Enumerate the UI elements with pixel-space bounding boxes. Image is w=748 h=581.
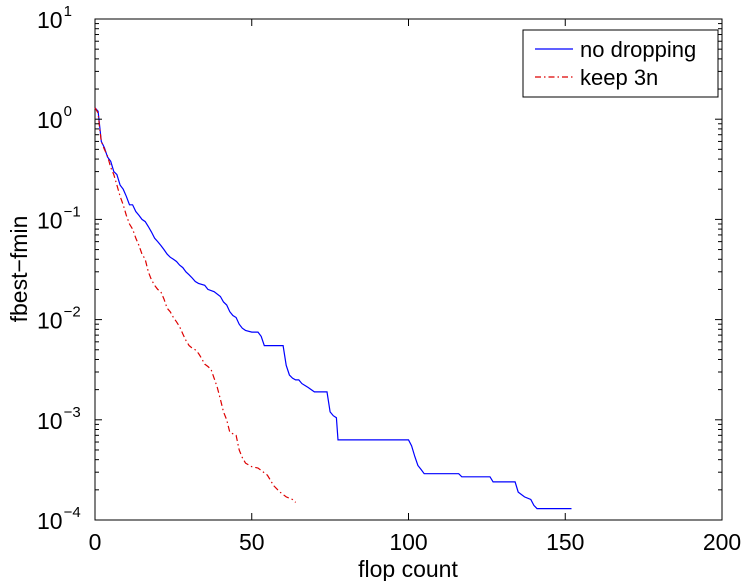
x-axis-label: flop count [358,556,458,581]
y-tick-base: 10 [37,408,63,434]
legend-label-keep-3n: keep 3n [580,65,658,90]
y-tick-label: 101 [37,3,72,33]
y-tick-label: 10−3 [37,404,81,434]
y-tick-exponent: 0 [64,103,72,120]
y-tick-exponent: −2 [64,304,81,321]
plot-area [94,18,723,521]
y-tick-base: 10 [37,107,63,133]
y-tick-base: 10 [37,207,63,233]
legend: no dropping keep 3n [522,29,719,98]
series-layer [94,107,572,510]
series-line-no-dropping [94,107,572,510]
y-tick-label: 100 [37,103,72,133]
y-tick-label: 10−1 [37,203,81,233]
legend-label-no-dropping: no dropping [580,37,696,62]
y-tick-exponent: −3 [64,404,81,421]
y-tick-exponent: 1 [64,3,72,20]
x-tick-label: 200 [703,529,741,555]
ticks-layer [94,18,723,521]
y-tick-label: 10−2 [37,304,81,334]
x-tick-label: 0 [89,529,102,555]
y-axis-label: fbest−fmin [6,216,32,323]
series-line-keep-3n [94,107,297,503]
x-tick-label: 100 [389,529,427,555]
y-tick-base: 10 [37,308,63,334]
y-tick-base: 10 [37,7,63,33]
x-tick-label: 50 [239,529,265,555]
y-tick-exponent: −1 [64,203,81,220]
y-tick-label: 10−4 [37,504,81,534]
y-tick-base: 10 [37,508,63,534]
y-tick-exponent: −4 [64,504,81,521]
x-tick-label: 150 [546,529,584,555]
legend-box [522,29,719,98]
